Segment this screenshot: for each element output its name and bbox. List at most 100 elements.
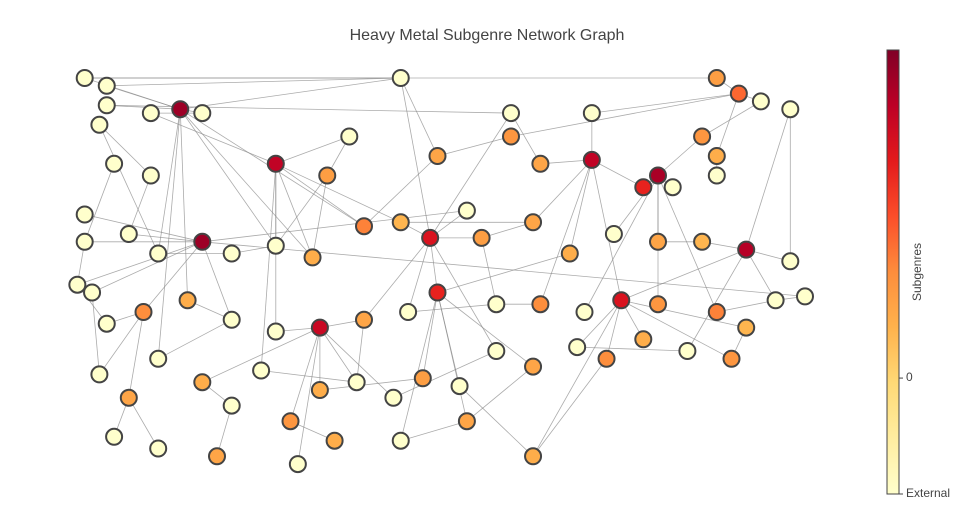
node — [75, 205, 94, 224]
edge — [745, 249, 776, 301]
edge — [201, 241, 233, 320]
edge — [745, 109, 791, 250]
node — [399, 303, 418, 321]
edge — [99, 124, 152, 176]
edge — [429, 112, 512, 239]
node — [634, 178, 653, 197]
edge — [701, 101, 762, 137]
edge — [275, 163, 365, 227]
edge — [400, 77, 438, 157]
node — [83, 283, 102, 302]
node — [796, 287, 814, 306]
node — [524, 213, 543, 232]
edge — [128, 397, 159, 449]
edge — [510, 112, 541, 165]
node — [252, 361, 271, 380]
node — [141, 104, 160, 123]
node — [391, 213, 410, 232]
edge — [591, 159, 644, 188]
node — [457, 412, 476, 431]
edge — [157, 109, 181, 254]
edge — [179, 109, 188, 301]
node — [729, 84, 748, 103]
edge — [657, 136, 703, 176]
node — [582, 150, 601, 169]
edge — [106, 104, 512, 114]
node — [487, 342, 506, 360]
node — [171, 100, 190, 119]
node — [90, 115, 109, 134]
edge — [393, 350, 497, 399]
node — [649, 232, 667, 251]
edge — [606, 300, 622, 359]
node — [737, 240, 756, 259]
node — [281, 412, 300, 431]
node — [391, 69, 410, 87]
edge — [510, 93, 739, 137]
node — [391, 431, 410, 450]
node — [325, 431, 344, 450]
edge — [437, 292, 534, 367]
edge — [408, 303, 497, 313]
node — [105, 427, 124, 446]
edge — [657, 175, 718, 313]
edge — [437, 136, 512, 157]
node — [266, 236, 285, 255]
node — [582, 104, 601, 123]
edge — [91, 241, 203, 293]
edge — [275, 175, 328, 246]
node — [97, 76, 116, 95]
node — [355, 217, 373, 236]
edge — [290, 327, 321, 422]
node — [575, 303, 594, 321]
node — [707, 303, 726, 321]
node — [193, 104, 212, 123]
edge — [716, 93, 740, 157]
edge — [261, 370, 357, 383]
edge — [532, 300, 622, 457]
node — [90, 365, 109, 384]
node — [193, 232, 212, 251]
node — [781, 252, 800, 271]
edge — [150, 112, 276, 165]
edge — [466, 366, 534, 422]
edge — [319, 327, 357, 383]
node — [97, 314, 116, 333]
edge — [400, 420, 468, 442]
chart-title: Heavy Metal Subgenre Network Graph — [350, 27, 625, 44]
edge — [716, 299, 776, 313]
edge — [106, 77, 401, 87]
node — [310, 381, 329, 399]
edge — [99, 311, 144, 375]
node — [560, 244, 579, 263]
node — [707, 69, 726, 87]
edge — [569, 159, 593, 254]
node — [222, 396, 241, 415]
node — [75, 232, 94, 251]
edge — [621, 249, 747, 301]
node — [634, 330, 653, 349]
node — [693, 127, 712, 146]
node — [722, 349, 741, 368]
node — [649, 166, 667, 185]
node — [347, 373, 366, 392]
edge — [437, 253, 570, 293]
node — [413, 369, 432, 388]
node — [649, 295, 667, 314]
edge — [429, 237, 438, 293]
node — [340, 127, 359, 146]
node — [355, 310, 373, 329]
edge — [621, 299, 732, 360]
node — [428, 283, 447, 302]
node — [781, 100, 800, 119]
edge — [319, 327, 394, 399]
node — [421, 228, 440, 247]
edge — [128, 175, 152, 235]
node — [450, 377, 469, 396]
node — [707, 147, 726, 165]
edge — [429, 237, 497, 352]
node — [222, 244, 241, 263]
edge — [437, 292, 468, 422]
edge — [275, 136, 350, 165]
